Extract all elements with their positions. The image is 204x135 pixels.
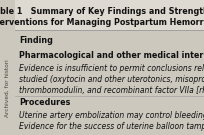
Text: Finding: Finding bbox=[19, 36, 53, 45]
Bar bbox=[15, 0, 204, 30]
Text: Pharmacological and other medical interventions: Pharmacological and other medical interv… bbox=[19, 51, 204, 60]
Text: Table 1   Summary of Key Findings and Strength of E: Table 1 Summary of Key Findings and Stre… bbox=[0, 7, 204, 16]
Text: Evidence for the success of uterine balloon tamponade in contr: Evidence for the success of uterine ball… bbox=[19, 122, 204, 131]
Text: Archived, for histori: Archived, for histori bbox=[5, 59, 10, 117]
Text: Evidence is insufficient to permit conclusions related to all out-: Evidence is insufficient to permit concl… bbox=[19, 64, 204, 73]
Text: Interventions for Managing Postpartum Hemorrhage (: Interventions for Managing Postpartum He… bbox=[0, 18, 204, 27]
Text: thrombomodulin, and recombinant factor VIIa [rFVIIa]) for PP: thrombomodulin, and recombinant factor V… bbox=[19, 86, 204, 95]
Text: studied (oxytocin and other uterotonics, misoprostol, tranexam-: studied (oxytocin and other uterotonics,… bbox=[19, 75, 204, 84]
Text: Uterine artery embolization may control bleeding without addi-: Uterine artery embolization may control … bbox=[19, 111, 204, 120]
Text: Procedures: Procedures bbox=[19, 98, 70, 107]
